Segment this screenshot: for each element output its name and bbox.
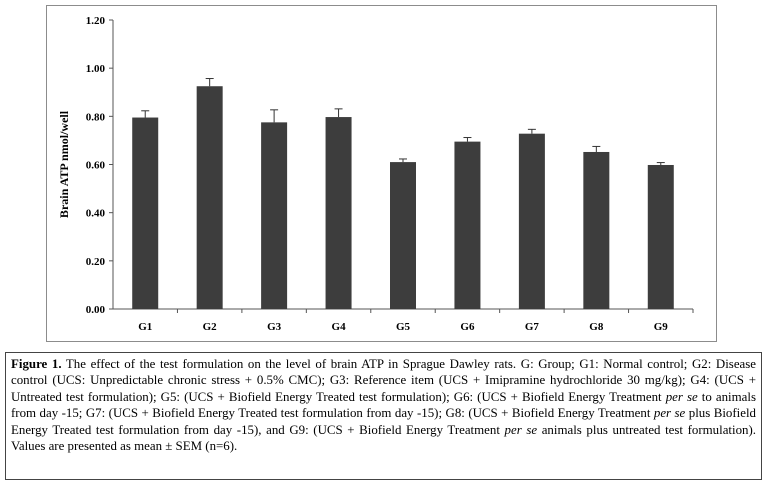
y-tick-label: 1.20 (86, 15, 106, 27)
bar (647, 164, 674, 309)
y-tick-label: 0.80 (86, 111, 106, 123)
x-tick-label: G9 (654, 321, 669, 333)
caption-body: The effect of the test formulation on th… (11, 357, 756, 453)
caption-segment: The effect of the test formulation on th… (11, 357, 756, 404)
caption-segment: per se (504, 422, 538, 437)
bar (325, 117, 352, 309)
figure-caption: Figure 1. The effect of the test formula… (5, 352, 762, 480)
caption-segment: plus Biofield Energy Treated test formul… (11, 406, 756, 437)
x-tick-label: G7 (525, 321, 540, 333)
caption-segment: per se (665, 389, 698, 404)
bar (454, 141, 481, 309)
y-tick-label: 0.20 (86, 256, 106, 268)
caption-segment: to animals from day -15; G7: (UCS + Biof… (11, 389, 756, 421)
x-tick-label: G8 (589, 321, 604, 333)
y-tick-label: 1.00 (86, 63, 106, 75)
x-tick-label: G4 (332, 321, 347, 333)
bar (196, 86, 223, 310)
x-tick-label: G3 (267, 321, 282, 333)
bar (390, 162, 416, 309)
y-tick-label: 0.60 (86, 160, 106, 172)
caption-label: Figure 1. (11, 357, 62, 371)
x-tick-label: G6 (460, 321, 475, 333)
x-tick-label: G2 (203, 321, 218, 333)
x-tick-label: G5 (396, 321, 411, 333)
x-tick-label: G1 (138, 321, 152, 333)
y-tick-label: 0.00 (86, 304, 106, 316)
caption-segment: per se (653, 406, 686, 421)
bar (518, 133, 545, 309)
y-axis-label: Brain ATP nmol/well (57, 110, 71, 218)
bar-chart: 0.00 0.20 0.40 0.60 0.80 1.00 1.20 Brain ATP nm… (57, 15, 694, 333)
y-tick-label: 0.40 (86, 208, 106, 220)
bar (132, 117, 159, 309)
caption-segment: animals plus untreated test formulation)… (11, 422, 756, 454)
bar (583, 151, 610, 309)
bar (261, 122, 288, 310)
